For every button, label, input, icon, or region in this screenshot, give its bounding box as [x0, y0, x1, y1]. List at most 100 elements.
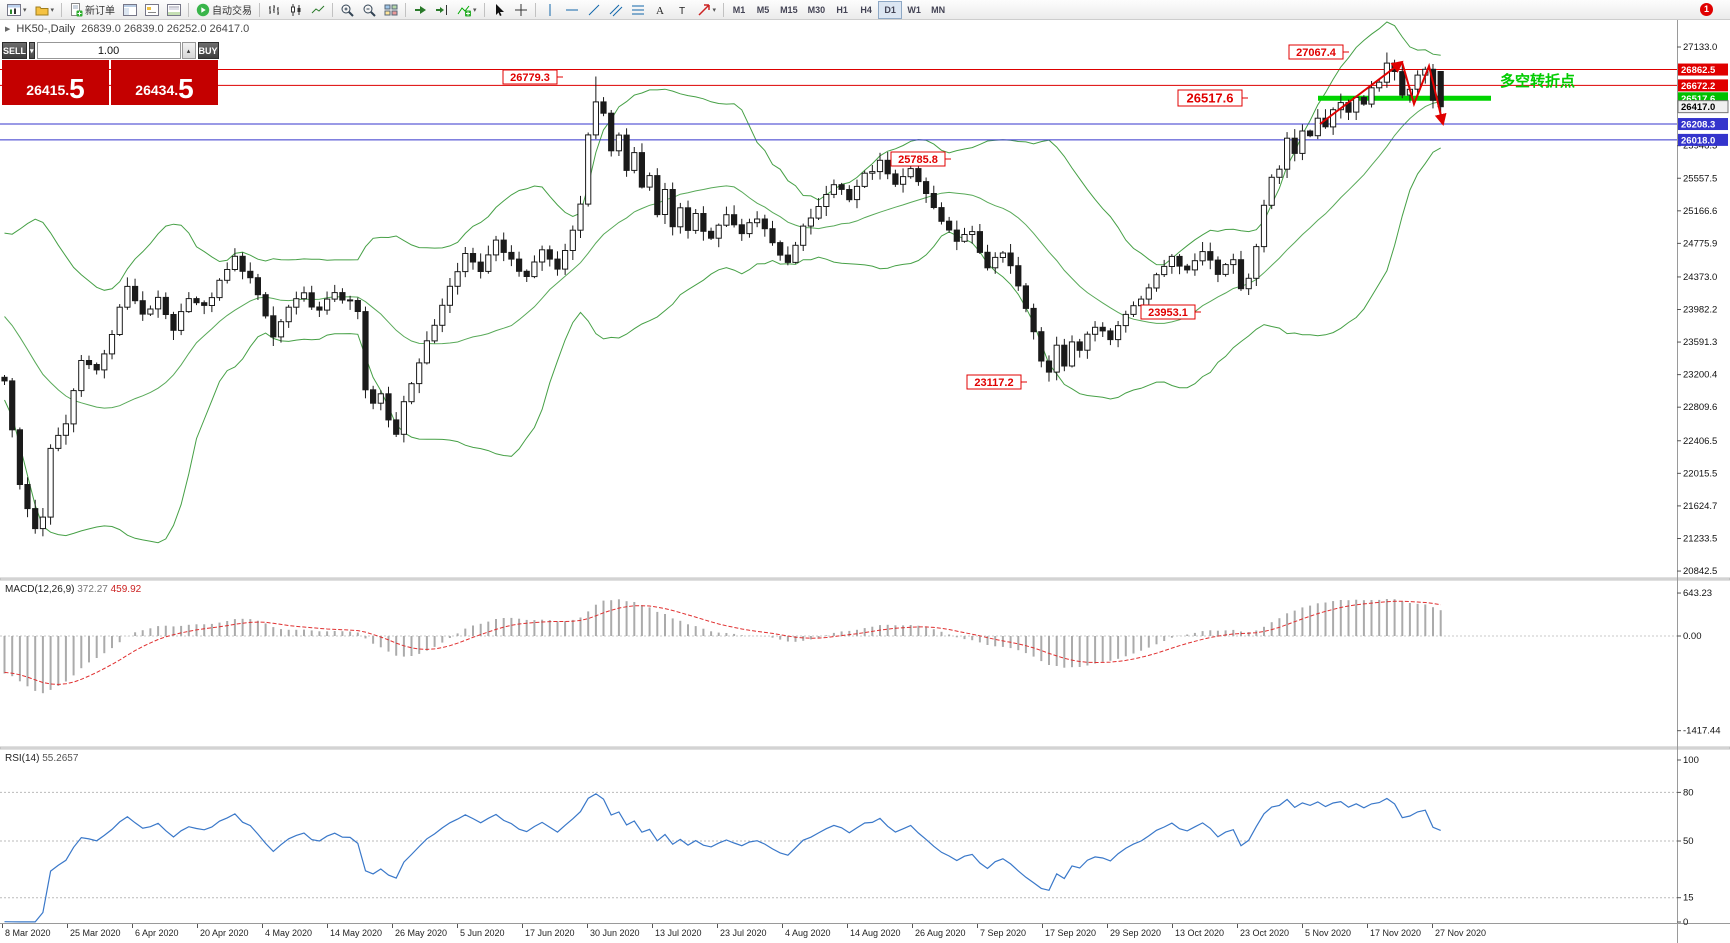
toolbar-separator: [534, 2, 536, 17]
axis-price-marker: [1678, 79, 1728, 92]
chart-ohlc-values: 26839.0 26839.0 26252.0 26417.0: [81, 23, 250, 35]
svg-text:0.00: 0.00: [1683, 631, 1702, 642]
time-axis[interactable]: 8 Mar 2020 25 Mar 2020 6 Apr 2020 20 Apr 20…: [2, 924, 1487, 938]
profiles-button[interactable]: ▾: [31, 1, 59, 19]
tf-m5-button[interactable]: M5: [751, 1, 775, 19]
tf-d1-button[interactable]: D1: [878, 0, 903, 19]
autotrading-button[interactable]: 自动交易: [192, 1, 256, 19]
toolbar-button-label: 新订单: [85, 6, 116, 17]
tf-h1-button[interactable]: H1: [830, 1, 854, 19]
equidistant-channel-button[interactable]: [605, 1, 627, 19]
notification-badge[interactable]: 1: [1700, 3, 1713, 16]
svg-text:643.23: 643.23: [1683, 588, 1712, 599]
toolbar-button-label: W1: [907, 4, 921, 15]
sell-button[interactable]: SELL: [2, 42, 28, 59]
svg-text:15: 15: [1683, 893, 1694, 904]
bollinger-middle-band: [4, 101, 1441, 409]
text-button[interactable]: A: [649, 1, 671, 19]
toolbar-button-label: D1: [884, 4, 896, 15]
price-label-box: [1140, 304, 1196, 320]
bollinger-bands: [4, 21, 1441, 544]
buy-price-main: 26434.: [135, 82, 179, 98]
horizontal-line-button[interactable]: [561, 1, 583, 19]
new-chart-button[interactable]: ▾: [3, 1, 31, 19]
buy-price-box[interactable]: 26434. 5: [111, 60, 218, 105]
chart-title: ▶ HK50-,Daily 26839.0 26839.0 26252.0 26…: [5, 23, 249, 35]
time-axis-label: 29 Sep 2020: [1110, 928, 1161, 938]
svg-text:20842.5: 20842.5: [1683, 566, 1717, 577]
trendline-button[interactable]: [583, 1, 605, 19]
sell-options-dropdown-icon[interactable]: ▾: [29, 42, 35, 59]
bull-bear-turning-point-label[interactable]: 多空转折点: [1500, 72, 1575, 90]
zoom-out-button[interactable]: [358, 1, 380, 19]
pane-separator[interactable]: [0, 746, 1730, 750]
toolbar-separator: [483, 2, 485, 17]
line-chart-button[interactable]: [307, 1, 329, 19]
zoom-out-icon: [362, 3, 376, 17]
terminal-button[interactable]: [163, 1, 185, 19]
time-axis-label: 26 May 2020: [395, 928, 447, 938]
tf-mn-button[interactable]: MN: [926, 1, 950, 19]
market-watch-button[interactable]: [119, 1, 141, 19]
tile-windows-button[interactable]: [380, 1, 402, 19]
candlestick-button[interactable]: [285, 1, 307, 19]
text-label-button[interactable]: T: [671, 1, 693, 19]
fibonacci-button[interactable]: [627, 1, 649, 19]
price-chart[interactable]: 多空转折点 26779.3 27067.4 26517.6 25785.8 23953.1…: [0, 20, 1730, 943]
svg-text:24775.9: 24775.9: [1683, 238, 1717, 249]
auto-scroll-button[interactable]: [409, 1, 431, 19]
price-label-box: [1288, 44, 1344, 60]
chart-workspace: 多空转折点 26779.3 27067.4 26517.6 25785.8 23953.1…: [0, 20, 1730, 943]
time-axis-label: 6 Apr 2020: [135, 928, 179, 938]
price-label-box: [1177, 89, 1243, 107]
crosshair-button[interactable]: [510, 1, 532, 19]
indicators-button[interactable]: ▾: [453, 1, 481, 19]
cursor-button[interactable]: [488, 1, 510, 19]
toolbar-separator: [188, 2, 190, 17]
chart-menu-icon[interactable]: ▶: [5, 26, 11, 33]
horizontal-line-objects[interactable]: [0, 69, 1677, 141]
macd-indicator: [0, 599, 1677, 694]
svg-text:23200.4: 23200.4: [1683, 370, 1717, 381]
arrows-button[interactable]: ▾: [693, 1, 721, 19]
pane-separator[interactable]: [0, 577, 1730, 581]
svg-text:25948.3: 25948.3: [1683, 141, 1717, 152]
price-callout-labels[interactable]: 26779.3 27067.4 26517.6 25785.8 23953.1 23117…: [502, 44, 1349, 390]
time-axis-label: 14 May 2020: [330, 928, 382, 938]
svg-text:21233.5: 21233.5: [1683, 533, 1717, 544]
main-toolbar: ▾ ▾ 新订单 自动交易 ▾ A T ▾ M1 M5 M15 M30 H1 H4 D1 W1 MN 1: [0, 0, 1730, 20]
trend-annotations[interactable]: [1319, 60, 1447, 126]
zoom-in-button[interactable]: [336, 1, 358, 19]
navigator-button[interactable]: [141, 1, 163, 19]
sell-price-box[interactable]: 26415. 5: [2, 60, 109, 105]
chart-symbol-period: HK50-,Daily: [16, 23, 76, 35]
sell-price-main: 26415.: [26, 82, 70, 98]
new-order-button[interactable]: 新订单: [65, 1, 119, 19]
lot-size-input[interactable]: [36, 42, 181, 59]
svg-text:21624.7: 21624.7: [1683, 501, 1717, 512]
tf-m1-button[interactable]: M1: [727, 1, 751, 19]
tf-m30-button[interactable]: M30: [803, 1, 831, 19]
time-axis-label: 4 Aug 2020: [785, 928, 831, 938]
tf-h4-button[interactable]: H4: [854, 1, 878, 19]
tf-m15-button[interactable]: M15: [775, 1, 803, 19]
price-label-text: 26779.3: [510, 72, 550, 84]
svg-text:26517.6: 26517.6: [1681, 94, 1715, 105]
vertical-line-button[interactable]: [539, 1, 561, 19]
tf-w1-button[interactable]: W1: [902, 1, 926, 19]
svg-text:0: 0: [1683, 917, 1688, 928]
time-axis-label: 25 Mar 2020: [70, 928, 121, 938]
tile-windows-icon: [384, 3, 398, 17]
toolbar-button-label: MN: [931, 4, 946, 15]
price-label-text: 23953.1: [1148, 307, 1188, 319]
bar-chart-button[interactable]: [263, 1, 285, 19]
price-axis[interactable]: 27133.0 25948.3 25557.5 25166.6 24775.9 24373…: [1677, 42, 1729, 928]
lot-increase-button[interactable]: ▴: [181, 42, 196, 59]
toolbar-separator: [405, 2, 407, 17]
rsi-indicator: [0, 791, 1677, 923]
trend-arrow: [1319, 60, 1404, 125]
chart-shift-button[interactable]: [431, 1, 453, 19]
toolbar-button-label: H1: [836, 4, 848, 15]
buy-button[interactable]: BUY: [197, 42, 219, 59]
time-axis-label: 8 Mar 2020: [5, 928, 51, 938]
